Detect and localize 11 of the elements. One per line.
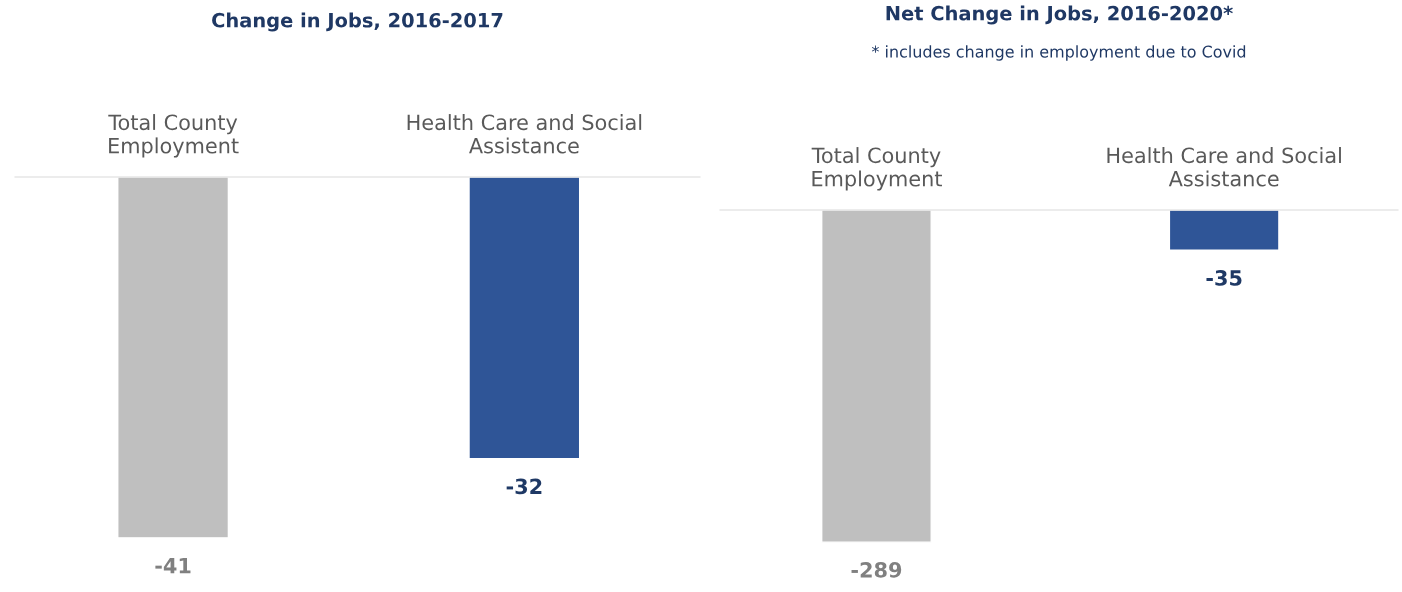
chart-title: Change in Jobs, 2016-2017 [212, 12, 503, 32]
x-tick-label: Total County Employment [811, 147, 942, 191]
x-tick-label: Health Care and Social Assistance [1107, 147, 1341, 187]
data-label: -41 [155, 557, 191, 574]
x-tick-label: Total County Employment [108, 114, 239, 158]
x-tick-label: Health Care and Social Assistance [407, 114, 642, 154]
data-label: -289 [851, 561, 902, 578]
data-label: -32 [506, 478, 542, 495]
chart-title: Net Change in Jobs, 2016-2020* [886, 5, 1233, 25]
chart-subtitle: * includes change in employment due to Covid [871, 45, 1246, 61]
data-label: -35 [1206, 270, 1242, 286]
